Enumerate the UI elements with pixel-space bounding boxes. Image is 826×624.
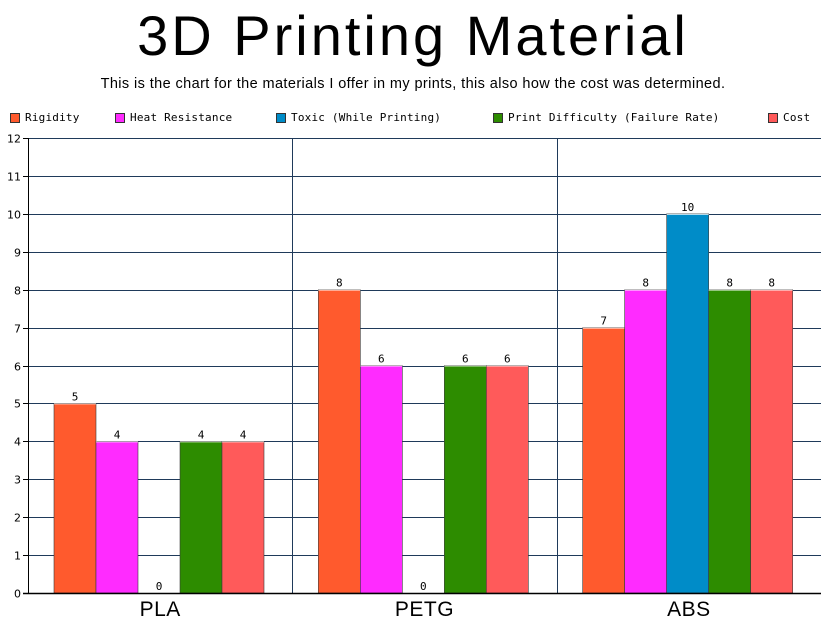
legend-item-heat-resistance: Heat Resistance	[115, 108, 232, 128]
bars	[53, 213, 793, 594]
y-tick-label-2: 2	[14, 512, 21, 525]
value-label-abs-3: 8	[726, 277, 733, 290]
bar-pla-1	[95, 441, 139, 594]
chart-title: 3D Printing Material	[137, 4, 689, 67]
legend-label-rigidity: Rigidity	[25, 111, 80, 124]
value-label-pla-1: 4	[114, 428, 121, 441]
legend-swatch-toxic	[276, 113, 286, 123]
legend-label-toxic: Toxic (While Printing)	[291, 111, 442, 124]
bar-abs-1	[624, 289, 667, 594]
value-label-abs-4: 8	[768, 277, 775, 290]
value-label-pla-3: 4	[198, 428, 205, 441]
value-label-petg-1: 6	[378, 353, 385, 366]
y-tick-label-4: 4	[14, 436, 21, 449]
y-tick-label-8: 8	[14, 285, 21, 298]
y-tick-label-7: 7	[14, 323, 21, 336]
y-tick-label-3: 3	[14, 474, 21, 487]
value-label-petg-2: 0	[420, 580, 427, 593]
legend-swatch-cost	[768, 113, 778, 123]
y-tick-label-6: 6	[14, 361, 21, 374]
bar-petg-0	[318, 289, 361, 594]
legend-item-print-difficulty: Print Difficulty (Failure Rate)	[493, 108, 720, 128]
chart-subtitle: This is the chart for the materials I of…	[100, 76, 726, 92]
value-label-pla-0: 5	[72, 390, 79, 403]
value-label-pla-2: 0	[156, 580, 163, 593]
value-label-abs-1: 8	[642, 277, 649, 290]
value-label-pla-4: 4	[240, 428, 247, 441]
bar-pla-3	[179, 441, 223, 594]
y-tick-label-9: 9	[14, 247, 21, 260]
value-label-abs-2: 10	[681, 201, 694, 214]
axes	[23, 138, 821, 595]
bar-abs-2	[666, 213, 709, 594]
bar-abs-0	[582, 327, 625, 594]
legend-item-toxic: Toxic (While Printing)	[276, 108, 441, 128]
x-category-label-pla: PLA	[140, 598, 181, 621]
value-label-petg-4: 6	[504, 353, 511, 366]
x-category-label-abs: ABS	[667, 598, 711, 621]
value-label-abs-0: 7	[600, 315, 607, 328]
bar-abs-3	[708, 289, 751, 594]
legend-swatch-heat-resistance	[115, 113, 125, 123]
y-tick-label-1: 1	[14, 550, 21, 563]
legend-item-rigidity: Rigidity	[10, 108, 80, 128]
bar-pla-4	[221, 441, 265, 594]
legend: Rigidity Heat Resistance Toxic (While Pr…	[0, 108, 826, 128]
legend-label-cost: Cost	[783, 111, 811, 124]
bar-petg-3	[444, 365, 487, 594]
legend-label-heat-resistance: Heat Resistance	[130, 111, 233, 124]
legend-label-print-difficulty: Print Difficulty (Failure Rate)	[508, 111, 720, 124]
value-label-petg-0: 8	[336, 277, 343, 290]
y-tick-label-12: 12	[7, 133, 21, 146]
y-tick-label-11: 11	[7, 171, 21, 184]
bar-abs-4	[750, 289, 793, 594]
bar-pla-0	[53, 403, 97, 594]
bar-petg-1	[360, 365, 403, 594]
legend-item-cost: Cost	[768, 108, 810, 128]
bar-petg-4	[486, 365, 529, 594]
legend-swatch-print-difficulty	[493, 113, 503, 123]
y-tick-label-5: 5	[14, 398, 21, 411]
y-tick-label-0: 0	[14, 588, 21, 601]
value-label-petg-3: 6	[462, 353, 469, 366]
x-category-label-petg: PETG	[395, 598, 454, 621]
legend-swatch-rigidity	[10, 113, 20, 123]
y-tick-label-10: 10	[7, 209, 21, 222]
